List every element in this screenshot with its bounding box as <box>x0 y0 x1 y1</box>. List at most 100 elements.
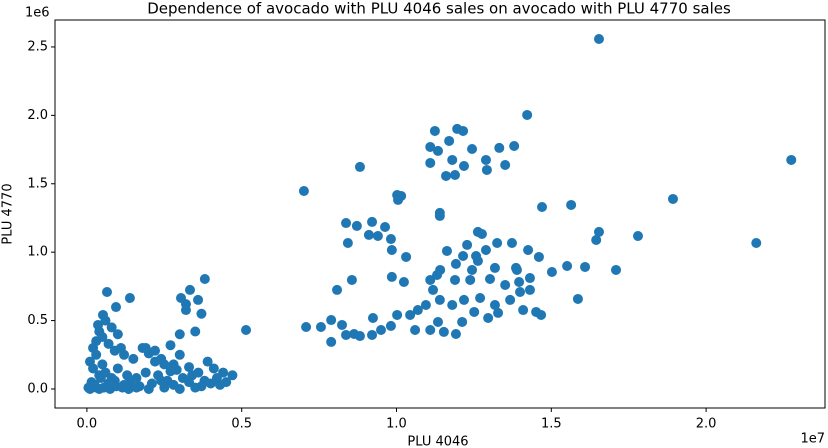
point <box>475 293 486 304</box>
point <box>450 328 461 339</box>
point <box>511 264 522 275</box>
point <box>533 251 544 262</box>
point <box>241 325 252 336</box>
point <box>562 260 573 271</box>
point <box>489 262 500 273</box>
point <box>180 299 191 310</box>
point <box>467 144 478 155</box>
point <box>462 239 473 250</box>
y-axis-label: PLU 4770 <box>1 183 16 244</box>
point <box>591 234 602 245</box>
point <box>506 238 517 249</box>
point <box>205 378 216 389</box>
point <box>489 299 500 310</box>
point <box>156 353 167 364</box>
point <box>537 202 548 213</box>
plot-frame <box>54 19 826 409</box>
point <box>301 322 312 333</box>
point <box>429 125 440 136</box>
point <box>514 276 525 287</box>
point <box>492 238 503 249</box>
point <box>412 305 423 316</box>
y-offset-label: 1e6 <box>25 6 50 21</box>
point <box>447 154 458 165</box>
point <box>367 329 378 340</box>
x-tick-label: 2.0 <box>696 417 717 432</box>
point <box>522 109 533 120</box>
point <box>467 264 478 275</box>
point <box>458 160 469 171</box>
point <box>376 325 387 336</box>
y-tick-label: 0.0 <box>27 381 48 396</box>
point <box>88 363 99 374</box>
point <box>485 273 496 284</box>
point <box>505 294 516 305</box>
point <box>165 366 176 377</box>
point <box>367 312 378 323</box>
x-offset-label: 1e7 <box>800 432 825 447</box>
point <box>91 349 102 360</box>
point <box>131 382 142 393</box>
x-tick-label: 0.0 <box>77 417 98 432</box>
point <box>174 349 185 360</box>
point <box>493 307 504 318</box>
chart-title: Dependence of avocado with PLU 4046 sale… <box>147 0 731 18</box>
point <box>398 276 409 287</box>
point <box>97 331 108 342</box>
point <box>386 271 397 282</box>
point <box>346 274 357 285</box>
point <box>465 274 476 285</box>
point <box>341 218 352 229</box>
point <box>458 251 469 262</box>
point <box>227 370 238 381</box>
point <box>444 135 455 146</box>
point <box>380 221 391 232</box>
point <box>425 325 436 336</box>
point <box>458 125 469 136</box>
point <box>354 161 365 172</box>
point <box>611 264 622 275</box>
point <box>106 322 117 333</box>
y-tick-label: 1.5 <box>27 176 48 191</box>
point <box>165 340 176 351</box>
point <box>447 299 458 310</box>
point <box>363 229 374 240</box>
point <box>196 308 207 319</box>
point <box>128 353 139 364</box>
point <box>100 315 111 326</box>
point <box>536 309 547 320</box>
point <box>112 363 123 374</box>
point <box>393 194 404 205</box>
point <box>632 231 643 242</box>
point <box>432 145 443 156</box>
point <box>392 309 403 320</box>
point <box>184 284 195 295</box>
point <box>450 258 461 269</box>
x-tick-label: 1.0 <box>386 417 407 432</box>
point <box>150 345 161 356</box>
point <box>102 286 113 297</box>
point <box>326 315 337 326</box>
point <box>341 329 352 340</box>
point <box>494 142 505 153</box>
point <box>593 34 604 45</box>
point <box>667 193 678 204</box>
point <box>593 226 604 237</box>
point <box>342 238 353 249</box>
point <box>580 261 591 272</box>
point <box>159 382 170 393</box>
point <box>110 302 121 313</box>
point <box>515 286 526 297</box>
point <box>103 338 114 349</box>
point <box>354 331 365 342</box>
point <box>119 349 130 360</box>
point <box>326 336 337 347</box>
y-tick-label: 2.5 <box>27 39 48 54</box>
point <box>438 326 449 337</box>
point <box>372 231 383 242</box>
point <box>190 382 201 393</box>
point <box>410 325 421 336</box>
point <box>524 284 535 295</box>
point <box>367 216 378 227</box>
